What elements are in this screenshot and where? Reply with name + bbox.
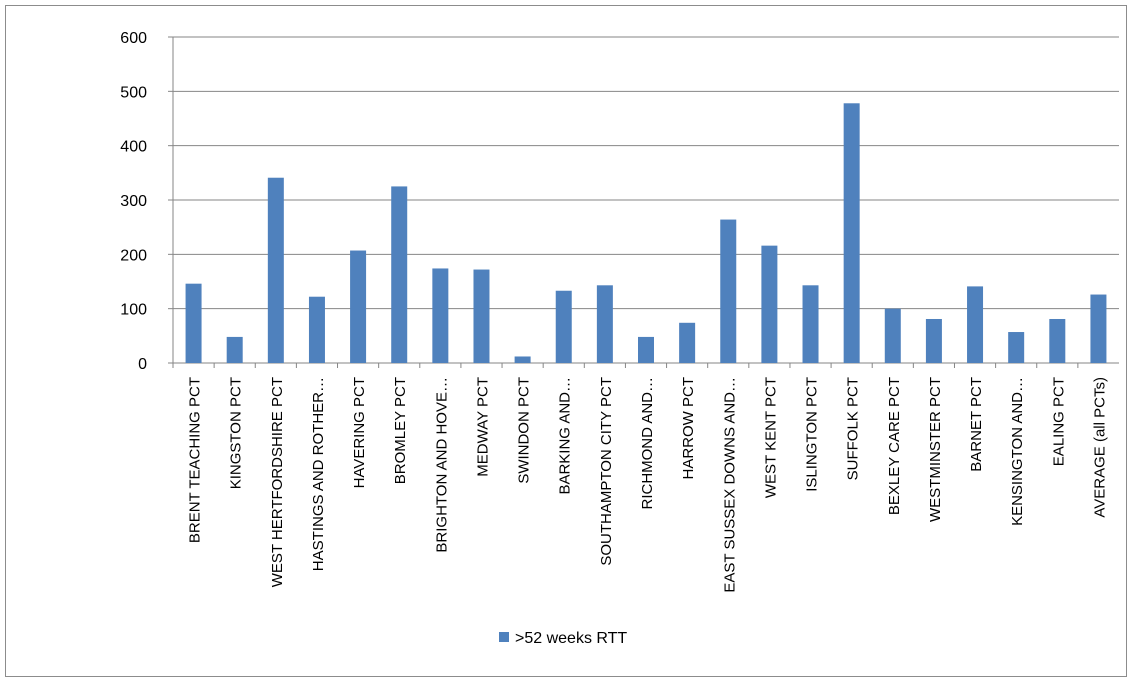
x-tick-label: MEDWAY PCT <box>474 377 491 477</box>
bar <box>473 269 490 363</box>
y-tick-label: 100 <box>120 302 147 319</box>
bar <box>1049 318 1066 363</box>
x-tick-label: WEST HERTFORDSHIRE PCT <box>269 377 286 587</box>
bar <box>638 336 654 363</box>
legend: >52 weeks RTT <box>499 630 627 647</box>
y-tick-label: 200 <box>120 247 147 264</box>
x-tick-label: BRENT TEACHING PCT <box>187 377 204 543</box>
legend-swatch <box>499 632 509 642</box>
x-tick-label: WESTMINSTER PCT <box>927 377 944 522</box>
bar <box>308 296 325 363</box>
y-tick-label: 400 <box>120 139 147 156</box>
x-tick-label: AVERAGE (all PCTs) <box>1091 377 1108 518</box>
chart-frame: 0 100 200 300 400 500 600 BRENT TEACHING PCT KI… <box>5 5 1127 677</box>
bar <box>226 336 243 363</box>
bar-chart: 0 100 200 300 400 500 600 BRENT TEACHING PCT KI… <box>120 30 1119 647</box>
y-tick-label: 500 <box>120 84 147 101</box>
x-tick-label: EAST SUSSEX DOWNS AND… <box>721 377 738 593</box>
x-tick-label: BRIGHTON AND HOVE… <box>433 377 450 553</box>
x-tick-label: SUFFOLK PCT <box>845 377 862 480</box>
x-tick-label: KENSINGTON AND… <box>1009 377 1026 526</box>
x-tick-label: HAVERING PCT <box>351 377 368 488</box>
bar <box>432 268 449 363</box>
bars <box>185 103 1107 363</box>
bar <box>720 219 737 363</box>
x-tick-label: HASTINGS AND ROTHER… <box>310 377 327 571</box>
x-tick-label: BROMLEY PCT <box>392 377 409 484</box>
y-tick-label: 600 <box>120 30 147 47</box>
x-axis-tick-labels: BRENT TEACHING PCT KINGSTON PCT WEST HERTF… <box>187 377 1109 593</box>
x-tick-label: RICHMOND AND… <box>639 377 656 510</box>
bar <box>267 177 284 363</box>
bar <box>555 290 572 363</box>
x-tick-label: HARROW PCT <box>680 377 697 480</box>
bar <box>596 285 613 363</box>
bar <box>1090 294 1107 363</box>
legend-label: >52 weeks RTT <box>515 630 627 647</box>
x-tick-label: SOUTHAMPTON CITY PCT <box>598 377 615 566</box>
bar <box>884 308 901 363</box>
bar <box>925 318 942 363</box>
x-tick-label: EALING PCT <box>1050 377 1067 466</box>
gridlines <box>173 36 1119 310</box>
x-tick-label: BARKING AND… <box>557 377 574 495</box>
y-tick-label: 0 <box>138 356 147 373</box>
x-tick-label: ISLINGTON PCT <box>804 377 821 492</box>
x-tick-label: SWINDON PCT <box>516 377 533 484</box>
bar <box>679 322 696 363</box>
bar <box>391 186 408 363</box>
y-axis-tick-labels: 0 100 200 300 400 500 600 <box>120 30 147 373</box>
x-tick-label: WEST KENT PCT <box>762 377 779 498</box>
x-tick-label: BEXLEY CARE PCT <box>886 377 903 515</box>
bar <box>185 283 202 363</box>
bar <box>802 285 819 363</box>
x-tick-label: KINGSTON PCT <box>228 377 245 489</box>
y-tick-label: 300 <box>120 193 147 210</box>
x-tick-label: BARNET PCT <box>968 377 985 472</box>
bar <box>761 245 778 363</box>
bar <box>1008 332 1025 363</box>
bar <box>843 103 860 363</box>
bar <box>350 250 367 363</box>
bar <box>514 356 531 363</box>
bar <box>967 286 984 363</box>
